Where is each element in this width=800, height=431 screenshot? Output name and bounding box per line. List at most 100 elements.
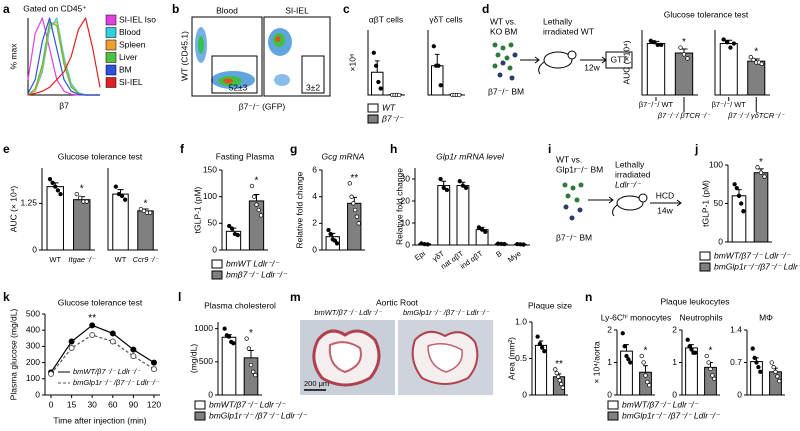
legend-swatch: [607, 400, 619, 410]
data-point: [732, 182, 737, 187]
data-point: [754, 360, 759, 365]
x-tick-label: 120: [147, 399, 161, 409]
bar: [646, 43, 666, 96]
data-point: [652, 40, 657, 45]
data-point: [554, 370, 559, 376]
data-point: [639, 353, 644, 359]
x-tick-label: Epi: [413, 249, 427, 263]
data-point: [246, 346, 251, 351]
legend-label: bmWT Ldlr⁻/⁻: [226, 258, 280, 268]
data-point: [328, 231, 333, 237]
significance: *: [644, 346, 648, 357]
y-tick-label: 0: [312, 244, 317, 254]
x-tick-label: 60: [108, 399, 118, 409]
scheme-text: HCD: [656, 190, 674, 200]
bar: [437, 185, 451, 246]
flow-gate: [301, 55, 325, 94]
line: [50, 324, 155, 373]
y-tick-label: 30: [401, 173, 411, 183]
significance: *: [709, 346, 713, 357]
data-point: [542, 349, 547, 354]
data-point: [775, 374, 780, 379]
scheme-text: WT vs.: [490, 16, 516, 26]
chart-title: Plasma cholesterol: [204, 300, 276, 310]
panel-letter: l: [178, 290, 181, 304]
marker: [48, 370, 54, 377]
legend-label: bmWT/β7⁻/⁻ Ldlr⁻/⁻: [73, 367, 141, 376]
y-tick-label: 0: [212, 244, 217, 254]
legend-swatch: [367, 103, 379, 113]
data-point: [724, 40, 730, 45]
y-axis-label: tGLP-1 (pM): [700, 180, 710, 227]
legend-swatch: [194, 400, 206, 410]
panel-letter: i: [548, 142, 551, 156]
y-tick-label: 0: [405, 239, 410, 249]
chart-title: MΦ: [759, 312, 773, 322]
error-bar: [441, 180, 447, 186]
legend-label: SI-IEL: [119, 77, 143, 87]
y-axis-label: × 10⁴/aorta: [591, 341, 601, 383]
bar: [456, 185, 470, 246]
data-point: [655, 42, 660, 48]
error-bar: [248, 350, 254, 358]
data-point: [771, 364, 776, 370]
significance: *: [144, 199, 148, 210]
y-tick-label: 1000: [194, 323, 213, 333]
data-point: [252, 194, 257, 199]
data-point: [641, 360, 646, 365]
legend-swatch: [211, 259, 223, 269]
mouse: [543, 51, 573, 69]
flow-xlabel: β7⁻/⁻ (GFP): [239, 101, 286, 111]
chart-title: γδT cells: [429, 14, 462, 24]
data-point: [457, 179, 462, 184]
significance: **: [555, 359, 563, 370]
x-tick-label: 0: [49, 399, 54, 409]
legend-label: bmβ7⁻/⁻ Ldlr⁻/⁻: [226, 269, 288, 279]
y-tick-label: 0: [672, 389, 677, 399]
legend-label: bmWT/β7⁻/⁻ Ldlr⁻/⁻: [209, 399, 287, 409]
panel-letter: g: [290, 142, 297, 156]
flow-ylabel: WT (CD45.1): [179, 31, 189, 81]
marker: [151, 366, 157, 373]
data-point: [556, 374, 561, 379]
data-point: [756, 364, 761, 370]
data-point: [755, 165, 760, 170]
data-point: [227, 223, 232, 229]
data-point: [773, 369, 778, 374]
x-axis-label: Time after injection (min): [53, 415, 146, 425]
legend-label: Liver: [119, 52, 138, 62]
chart-title: Gcg mRNA: [322, 151, 365, 161]
data-point: [659, 42, 664, 48]
x-tick-label: β7⁻/⁻/ WT: [712, 100, 747, 109]
data-point: [251, 369, 256, 374]
bar: [747, 60, 766, 96]
data-point: [74, 191, 79, 197]
y-tick-label: 100: [26, 373, 40, 383]
gate-label: 52±3: [229, 82, 248, 92]
data-point: [256, 207, 261, 213]
data-point: [758, 170, 764, 175]
legend-swatch: [211, 270, 223, 280]
data-point: [356, 221, 361, 226]
legend-swatch: [105, 39, 117, 51]
data-point: [685, 56, 690, 61]
data-point: [622, 344, 627, 349]
data-point: [708, 366, 713, 372]
scheme-text: Glp1r⁻/⁻ BM: [556, 164, 603, 174]
data-point: [557, 378, 562, 383]
data-point: [373, 63, 379, 68]
scheme-d: WT vs. KO BM Lethally irradiated WT 12w …: [488, 16, 633, 96]
data-point: [378, 86, 383, 91]
y-axis-label: Relative fold change: [394, 168, 404, 245]
chart-title: Ly-6Cʰⁱ monocytes: [601, 312, 672, 322]
data-point: [535, 334, 540, 339]
significance: *: [80, 184, 84, 195]
data-point: [721, 37, 726, 42]
y-tick-label: 500: [26, 308, 40, 318]
data-point: [728, 45, 733, 50]
y-tick-label: 500: [199, 356, 213, 366]
x-tick-label: Itgae⁻/⁻: [68, 255, 96, 264]
y-tick-label: 0: [607, 389, 612, 399]
y-axis-label: Area (mm²): [506, 337, 516, 380]
y-axis-label: ×10⁶: [347, 54, 357, 72]
